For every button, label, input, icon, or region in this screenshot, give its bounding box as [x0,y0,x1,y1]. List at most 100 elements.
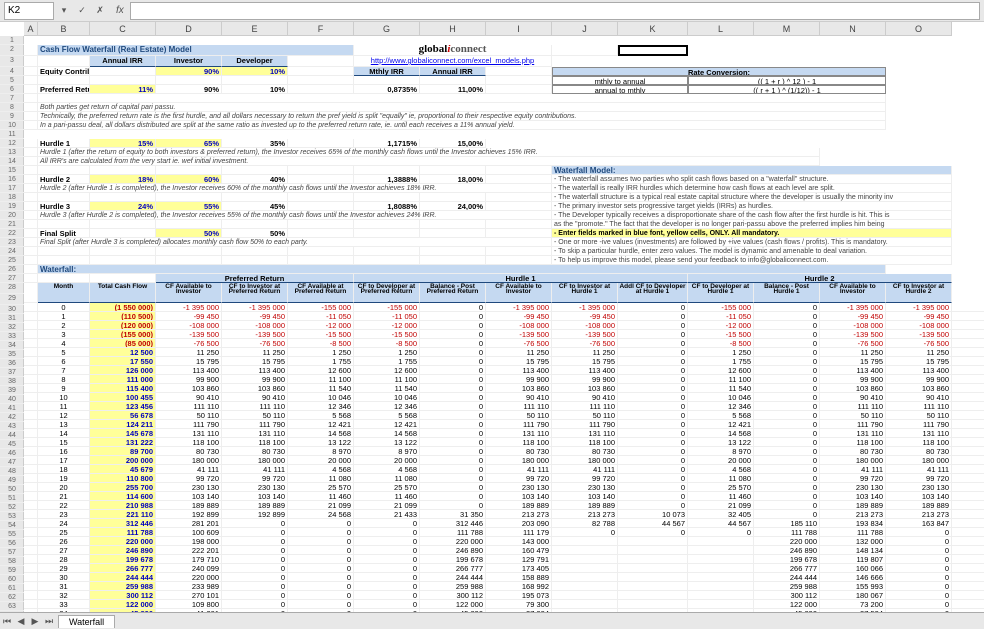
col-header[interactable]: F [288,22,354,36]
cell[interactable]: -15 500 [288,330,354,339]
cell[interactable] [24,375,38,384]
cell[interactable]: 21 099 [354,501,420,510]
row-header[interactable]: 20 [0,211,24,220]
cell[interactable]: 5 568 [688,411,754,420]
cell[interactable]: -76 500 [222,339,288,348]
cell[interactable] [552,546,618,555]
cell[interactable]: 0 [886,564,952,573]
cell[interactable]: 13 [38,420,90,429]
cell[interactable] [618,537,688,546]
cell[interactable] [420,229,486,238]
cell[interactable]: 21 433 [354,510,420,519]
cell[interactable]: 60% [156,175,222,184]
cell[interactable]: 24 568 [288,510,354,519]
cell[interactable]: 4 [38,339,90,348]
cell[interactable]: 0 [420,465,486,474]
cell[interactable]: -11 050 [688,312,754,321]
row-header[interactable]: 31 [0,314,24,323]
cell[interactable]: 0 [754,402,820,411]
cell[interactable]: 20 [38,483,90,492]
cell[interactable]: 0 [618,438,688,447]
cell[interactable] [24,94,38,103]
cell[interactable]: 14 568 [688,429,754,438]
cell[interactable]: -99 450 [552,312,618,321]
cell[interactable]: 198 000 [156,537,222,546]
cell[interactable]: 230 130 [156,483,222,492]
cell[interactable]: 45 679 [90,465,156,474]
cell[interactable] [38,256,90,265]
nav-next-icon[interactable]: ▶ [28,616,42,627]
cell[interactable]: 31 [38,582,90,591]
cell[interactable]: 0 [618,483,688,492]
cell[interactable]: 11 100 [288,375,354,384]
cell[interactable]: 0 [420,366,486,375]
cell[interactable] [24,474,38,483]
cell[interactable] [222,76,288,85]
row-header[interactable]: 52 [0,503,24,512]
cell[interactable] [222,193,288,202]
cell[interactable]: 27 [38,546,90,555]
cell[interactable]: 50 110 [156,411,222,420]
cancel-icon[interactable]: ✗ [92,3,108,19]
cell[interactable] [24,564,38,573]
cell[interactable]: Preferred Return [38,85,90,94]
cell[interactable]: 100 609 [156,528,222,537]
cell[interactable]: 19 [38,474,90,483]
row-header[interactable]: 22 [0,229,24,238]
cell[interactable]: 0 [618,528,688,537]
cell[interactable]: Rate Conversion: [552,67,886,76]
cell[interactable]: - The waterfall structure is a typical r… [552,193,952,202]
cell[interactable]: 111 110 [156,402,222,411]
cell[interactable]: 50 110 [486,411,552,420]
cell[interactable] [688,582,754,591]
cell[interactable]: 180 000 [222,456,288,465]
cell[interactable]: 90 410 [486,393,552,402]
cell[interactable]: 0 [420,384,486,393]
cell[interactable]: 312 446 [420,519,486,528]
confirm-icon[interactable]: ✓ [74,3,90,19]
cell[interactable]: 73 200 [820,600,886,609]
cell[interactable]: 11 080 [688,474,754,483]
cell[interactable]: 0 [886,591,952,600]
cell[interactable]: 99 720 [552,474,618,483]
cell[interactable]: 32 405 [688,510,754,519]
cell[interactable]: 0 [222,582,288,591]
cell[interactable]: 41 111 [552,465,618,474]
cell[interactable]: 80 730 [222,447,288,456]
cell[interactable]: 79 300 [486,600,552,609]
cell[interactable]: 230 130 [222,483,288,492]
cell[interactable]: -99 450 [820,312,886,321]
cell[interactable]: globaliconnect [354,45,552,56]
cell[interactable] [688,555,754,564]
cell[interactable]: -139 500 [820,330,886,339]
cell[interactable]: 109 800 [156,600,222,609]
sheet-tab[interactable]: Waterfall [58,615,115,628]
row-header[interactable]: 11 [0,130,24,139]
row-header[interactable]: 8 [0,103,24,112]
row-header[interactable]: 44 [0,431,24,440]
col-header[interactable]: L [688,22,754,36]
cell[interactable]: 0 [222,564,288,573]
cell[interactable] [24,112,38,121]
cell[interactable] [24,537,38,546]
cell[interactable]: 0,8735% [354,85,420,94]
cell[interactable]: 0 [288,582,354,591]
row-header[interactable]: 4 [0,67,24,76]
cell[interactable]: 111 179 [486,528,552,537]
cell[interactable]: 0 [618,312,688,321]
cell[interactable] [222,220,288,229]
cell[interactable]: 15 795 [552,357,618,366]
cell[interactable]: 29 [38,564,90,573]
cell[interactable] [24,600,38,609]
cell[interactable] [354,193,420,202]
cell[interactable]: 113 400 [222,366,288,375]
cell[interactable]: 0 [38,303,90,312]
cell[interactable]: 5 [38,348,90,357]
cell[interactable]: 4 568 [688,465,754,474]
cell[interactable]: 0 [754,429,820,438]
cell[interactable]: 185 110 [754,519,820,528]
cell[interactable]: 113 400 [886,366,952,375]
row-header[interactable]: 10 [0,121,24,130]
cell[interactable]: Annual IRR [420,67,486,76]
cell[interactable] [288,247,354,256]
